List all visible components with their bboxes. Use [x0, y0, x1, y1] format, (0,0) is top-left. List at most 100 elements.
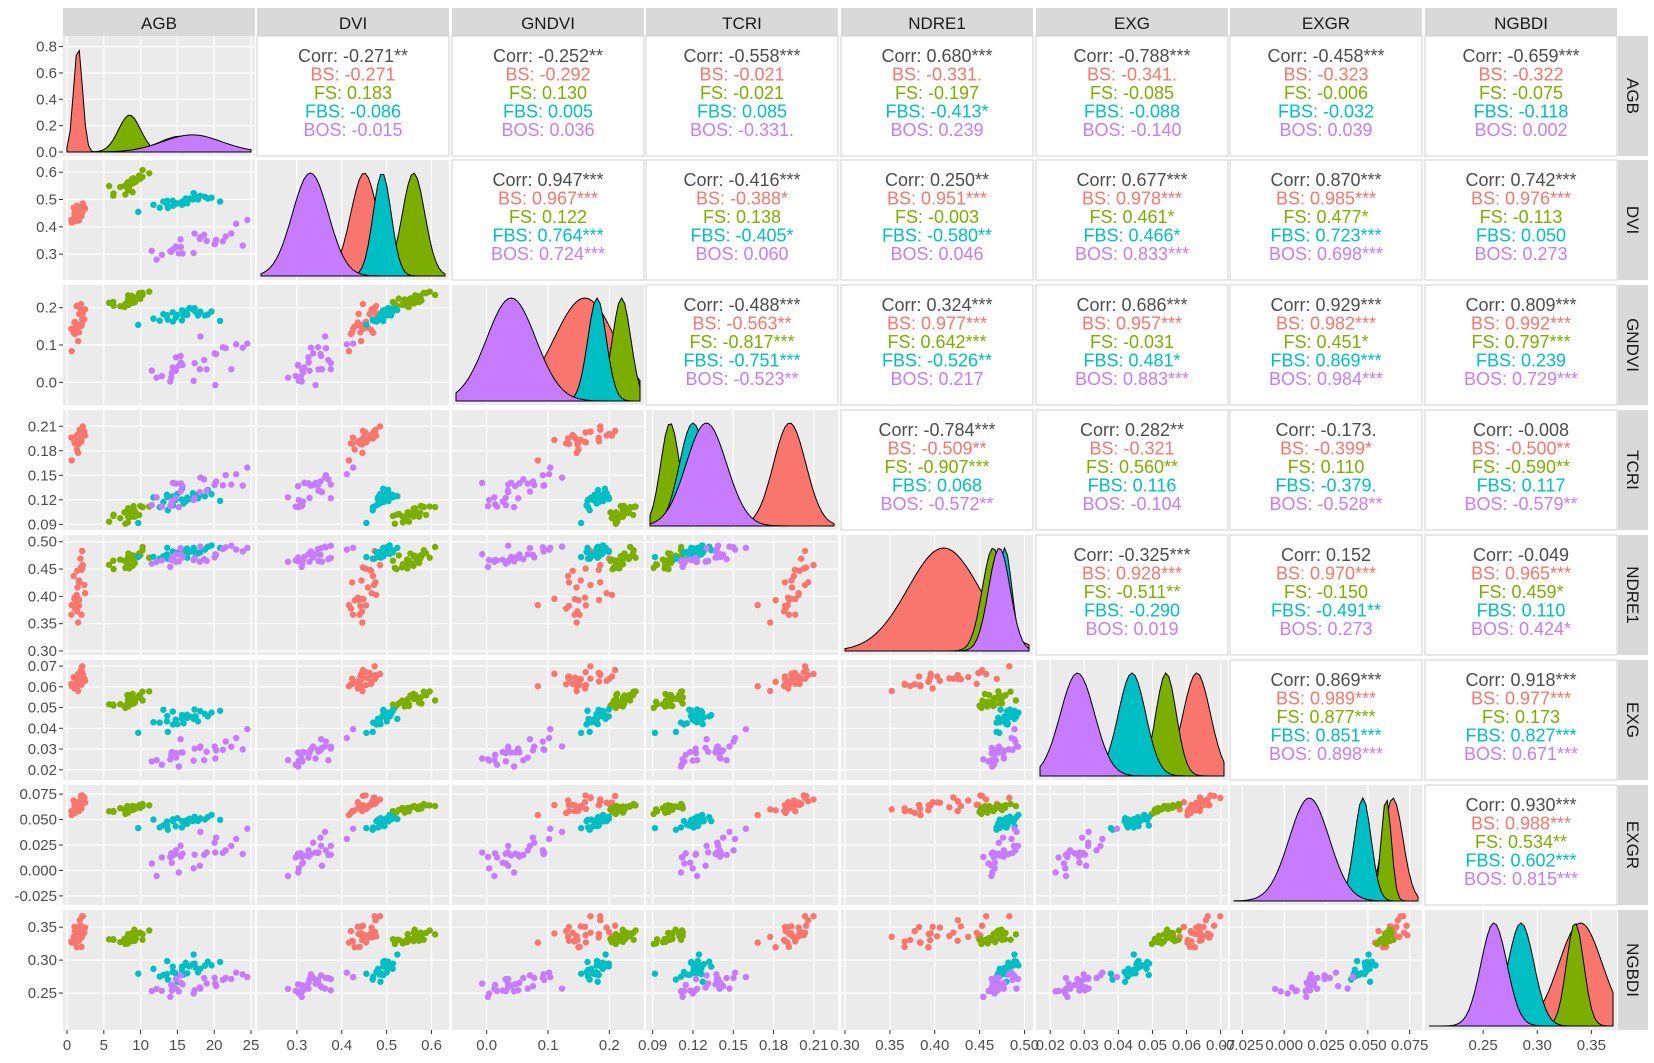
point-fbs	[687, 818, 695, 825]
point-bs	[349, 434, 357, 441]
density-bos	[1039, 672, 1224, 777]
point-fs	[129, 513, 136, 520]
corr-label: Corr: -0.252**	[493, 46, 603, 66]
panel-exg-exgr	[1229, 659, 1423, 781]
point-fbs	[182, 308, 189, 315]
point-fs	[677, 688, 685, 695]
point-fs	[990, 701, 997, 708]
point-bos	[491, 850, 499, 857]
row-label-agb: AGB	[1623, 78, 1642, 114]
point-fbs	[1121, 978, 1129, 985]
point-fbs	[135, 970, 142, 977]
point-fbs	[605, 706, 612, 713]
point-bs	[1210, 922, 1218, 929]
point-bos	[703, 544, 710, 552]
point-bos	[317, 551, 324, 559]
point-fbs	[174, 814, 181, 822]
column-strip-gndvi	[452, 8, 644, 38]
point-fbs	[164, 976, 172, 983]
point-fs	[653, 936, 661, 943]
point-bs	[70, 204, 77, 211]
panel-gndvi-agb	[63, 285, 255, 405]
corr-label: FS: -0.907***	[884, 457, 989, 477]
point-bs	[978, 922, 986, 929]
corr-label: FS: -0.085	[1090, 83, 1174, 103]
point-bos	[177, 544, 184, 552]
point-fs	[664, 929, 672, 937]
point-fs	[124, 809, 132, 816]
point-fs	[395, 936, 402, 944]
point-bs	[790, 673, 798, 681]
y-tick-label: 0.35	[28, 616, 57, 633]
point-fs	[117, 303, 124, 310]
point-fbs	[708, 817, 715, 825]
point-bos	[307, 344, 315, 351]
point-bos	[702, 984, 709, 991]
point-bos	[1082, 862, 1090, 869]
point-fs	[401, 703, 408, 710]
point-bs	[1210, 792, 1218, 800]
point-bos	[232, 835, 240, 843]
point-bos	[211, 974, 218, 982]
point-bs	[772, 807, 779, 814]
point-bs	[917, 811, 924, 819]
point-bs	[791, 566, 799, 573]
point-bos	[200, 231, 208, 239]
corr-label: BOS: 0.729***	[1464, 369, 1578, 389]
point-bos	[244, 725, 251, 733]
point-bs	[785, 943, 793, 951]
x-tick-label: 0.25	[1469, 1037, 1498, 1054]
point-fbs	[1123, 821, 1130, 828]
point-fbs	[593, 957, 601, 965]
point-bos	[545, 546, 553, 553]
corr-label: BOS: -0.579**	[1464, 494, 1577, 514]
point-bs	[551, 436, 558, 444]
corr-label: BOS: -0.572**	[880, 494, 993, 514]
x-tick-label: 0.05	[1138, 1037, 1167, 1054]
point-bos	[504, 744, 512, 752]
point-fbs	[363, 519, 370, 527]
point-bs	[888, 687, 895, 695]
point-bs	[587, 663, 594, 670]
corr-label: FS: 0.642***	[887, 332, 986, 352]
point-bos	[228, 975, 235, 983]
point-bos	[540, 850, 547, 858]
point-bos	[719, 834, 727, 841]
point-bos	[327, 842, 335, 850]
point-bs	[582, 429, 589, 436]
point-bos	[284, 374, 292, 381]
point-fs	[431, 697, 439, 704]
x-tick-label: 0.2	[599, 1037, 620, 1054]
point-fs	[619, 938, 627, 946]
point-bs	[376, 561, 384, 569]
point-fs	[608, 514, 615, 522]
y-tick-label: 0.1	[36, 337, 57, 354]
row-strip-agb	[1618, 36, 1648, 156]
column-label-gndvi: GNDVI	[521, 14, 575, 33]
point-bos	[687, 859, 694, 866]
panel-agb-agb	[63, 36, 255, 156]
point-bos	[703, 842, 710, 850]
point-fbs	[208, 308, 215, 315]
point-fbs	[1365, 951, 1372, 958]
point-bos	[1099, 969, 1106, 976]
point-fbs	[164, 957, 171, 965]
point-bs	[356, 943, 363, 951]
point-bs	[354, 438, 361, 446]
panel-background	[63, 160, 255, 280]
point-bos	[292, 854, 299, 861]
point-bos	[980, 756, 987, 763]
point-bs	[597, 917, 604, 924]
point-bos	[678, 854, 685, 861]
point-fbs	[577, 553, 585, 561]
point-bos	[177, 243, 185, 251]
point-bos	[239, 746, 246, 753]
point-bos	[1293, 987, 1301, 994]
point-fs	[981, 802, 989, 810]
point-bs	[1186, 943, 1194, 951]
point-bos	[529, 982, 537, 990]
point-bos	[219, 344, 227, 351]
point-bos	[211, 350, 218, 357]
panel-exgr-ngbdi	[1424, 784, 1618, 906]
point-bos	[203, 748, 210, 755]
